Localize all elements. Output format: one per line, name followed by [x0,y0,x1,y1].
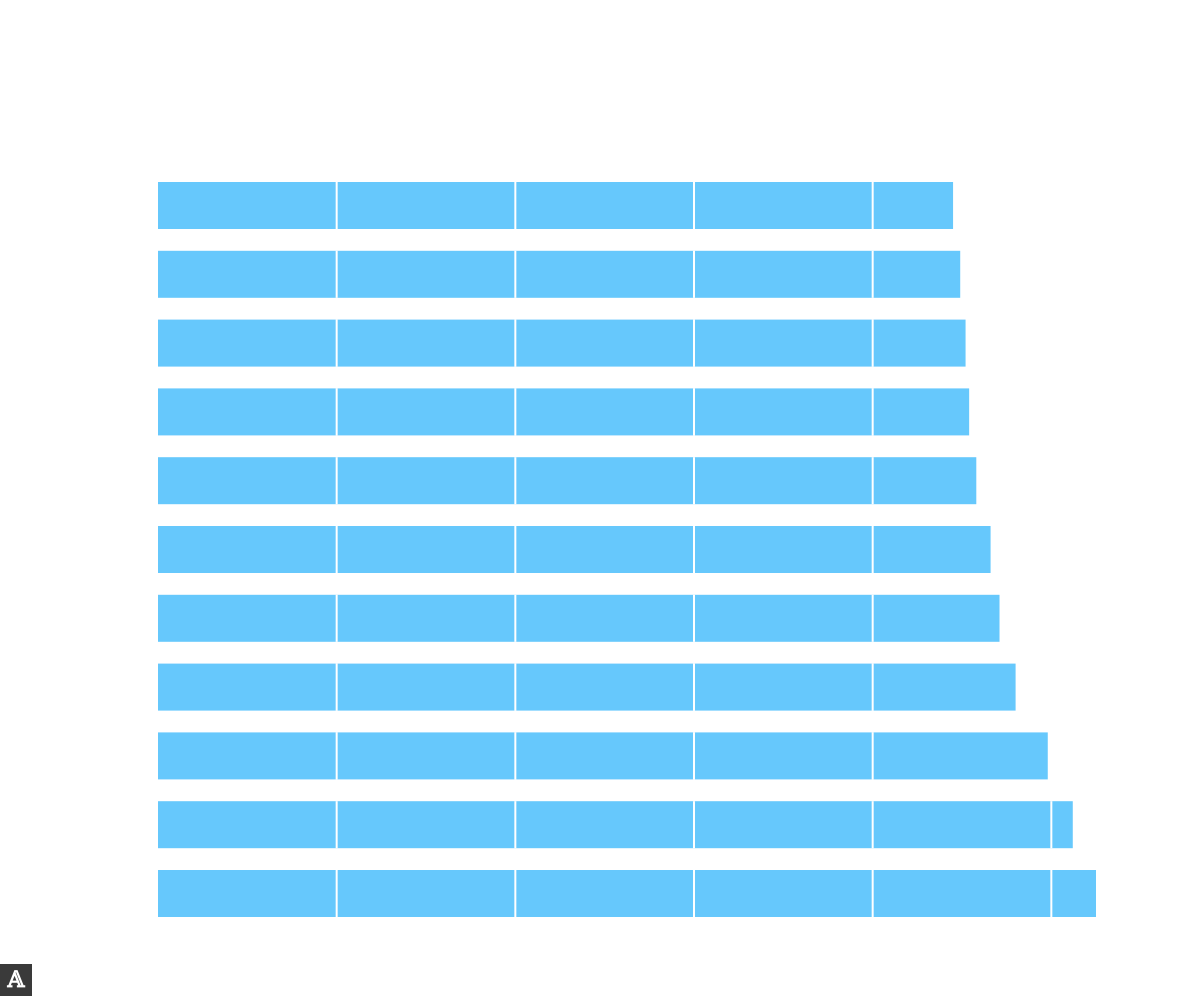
bar-8-separator [693,663,695,711]
bar-6-separator [514,526,517,573]
bar-11-separator [1050,870,1053,917]
bar-5 [158,457,977,505]
bar-9-separator [693,732,695,780]
bar-11-separator [871,870,874,917]
bar-9-separator [514,732,517,780]
bar-9 [158,732,1048,780]
bar-11 [158,870,1096,917]
bar-8-separator [871,663,874,711]
bar-2-separator [335,250,338,298]
bar-10-separator [1050,801,1053,849]
bar-5-separator [693,457,695,505]
bar-1-separator [335,182,338,229]
bar-6-separator [693,526,695,573]
bar-4-separator [871,388,874,436]
bar-5-separator [514,457,517,505]
bar-3 [158,319,966,367]
bar-5-separator [871,457,874,505]
bar-3-separator [335,319,338,367]
bar-6-separator [335,526,338,573]
bar-1 [158,182,954,229]
bar-9-separator [335,732,338,780]
bar-11-separator [693,870,695,917]
bar-1-separator [514,182,517,229]
bar-3-separator [693,319,695,367]
bar-4-separator [693,388,695,436]
bar-10-separator [335,801,338,849]
bar-1-separator [693,182,695,229]
bar-7 [158,594,1000,642]
bar-6-separator [871,526,874,573]
font-icon-glyph: 𝔸 [7,967,25,993]
bar-2-separator [514,250,517,298]
bar-7-separator [871,594,874,642]
bar-11-separator [514,870,517,917]
bar-7-separator [693,594,695,642]
bar-10-separator [514,801,517,849]
bar-10 [158,801,1073,849]
bar-2-separator [871,250,874,298]
bar-4-separator [514,388,517,436]
bar-8 [158,663,1016,711]
bar-1-separator [871,182,874,229]
bar-2 [158,250,961,298]
bar-2-separator [693,250,695,298]
bar-3-separator [514,319,517,367]
bar-11-separator [335,870,338,917]
bar-8-separator [514,663,517,711]
bar-3-separator [871,319,874,367]
bar-8-separator [335,663,338,711]
bar-10-separator [693,801,695,849]
bar-7-separator [335,594,338,642]
bar-10-separator [871,801,874,849]
bar-4 [158,388,970,436]
font-icon[interactable]: 𝔸 [0,964,32,996]
bar-9-separator [871,732,874,780]
bar-5-separator [335,457,338,505]
bar-7-separator [514,594,517,642]
bar-4-separator [335,388,338,436]
bar-6 [158,526,991,573]
